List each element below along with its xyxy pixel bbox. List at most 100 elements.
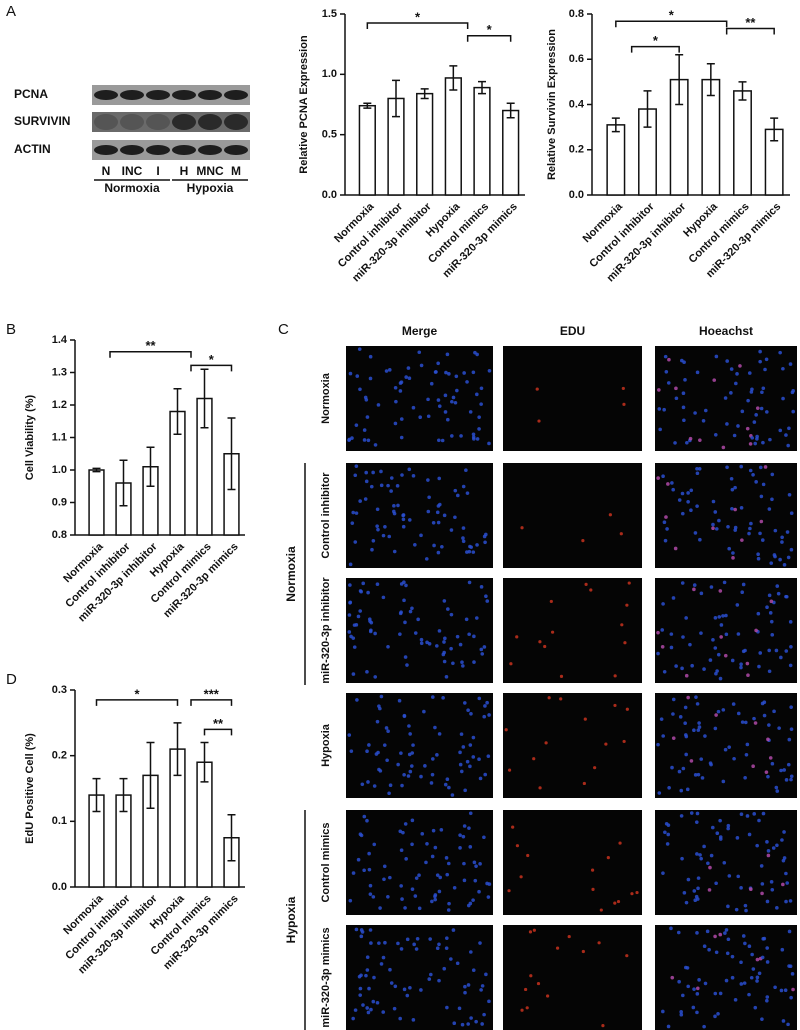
- cell-nucleus: [404, 583, 408, 588]
- cell-nucleus: [379, 962, 384, 966]
- cell-nucleus: [376, 403, 381, 407]
- cell-nucleus: [367, 851, 371, 856]
- cell-nucleus: [362, 868, 366, 873]
- cell-nucleus: [734, 907, 739, 912]
- cell-nucleus: [437, 438, 441, 443]
- cell-nucleus: [532, 928, 536, 932]
- cell-nucleus: [684, 616, 688, 620]
- cell-nucleus: [725, 465, 729, 470]
- cell-nucleus: [767, 669, 772, 674]
- cell-nucleus: [507, 768, 512, 772]
- cell-nucleus: [354, 511, 359, 515]
- cell-nucleus: [670, 975, 675, 980]
- cell-nucleus: [780, 540, 784, 544]
- cell-nucleus: [729, 476, 734, 481]
- cell-nucleus: [433, 894, 437, 899]
- y-tick-label: 1.5: [322, 8, 337, 20]
- cell-nucleus: [411, 743, 415, 747]
- cell-nucleus: [401, 524, 406, 529]
- cell-nucleus: [621, 386, 625, 391]
- cell-nucleus: [426, 414, 431, 419]
- cell-nucleus: [524, 987, 528, 992]
- cell-nucleus: [468, 845, 473, 849]
- cell-nucleus: [695, 702, 700, 706]
- cell-nucleus: [482, 835, 486, 840]
- cell-nucleus: [761, 440, 765, 445]
- cell-nucleus: [407, 376, 412, 380]
- cell-nucleus: [752, 716, 756, 721]
- cell-nucleus: [755, 843, 759, 848]
- cell-nucleus: [360, 782, 365, 787]
- cell-nucleus: [387, 791, 391, 796]
- cell-nucleus: [747, 992, 751, 997]
- cell-nucleus: [410, 842, 414, 847]
- cell-nucleus: [443, 410, 448, 414]
- cell-nucleus: [709, 853, 714, 858]
- cell-nucleus: [714, 881, 718, 886]
- cell-nucleus: [790, 390, 795, 395]
- bar: [733, 90, 752, 196]
- cell-nucleus: [473, 878, 478, 883]
- cell-nucleus: [665, 527, 669, 531]
- cell-nucleus: [627, 581, 631, 585]
- cell-nucleus: [746, 673, 750, 678]
- cell-nucleus: [434, 370, 438, 374]
- cell-nucleus: [364, 470, 368, 475]
- bar: [416, 92, 434, 196]
- cell-nucleus: [670, 481, 674, 485]
- cell-nucleus: [419, 641, 424, 646]
- cell-nucleus: [661, 602, 665, 606]
- cell-nucleus: [350, 521, 355, 525]
- cell-nucleus: [750, 952, 754, 957]
- cell-nucleus: [766, 853, 771, 858]
- blot-band: [120, 90, 144, 100]
- cell-nucleus: [509, 662, 513, 666]
- cell-nucleus: [400, 897, 404, 901]
- cell-nucleus: [348, 898, 353, 903]
- cell-nucleus: [462, 878, 467, 883]
- cell-nucleus: [347, 733, 352, 737]
- cell-nucleus: [768, 437, 772, 442]
- cell-nucleus: [623, 641, 627, 645]
- cell-nucleus: [739, 982, 744, 986]
- cell-nucleus: [714, 354, 719, 359]
- cell-nucleus: [433, 845, 438, 850]
- cell-nucleus: [373, 443, 378, 447]
- cell-nucleus: [435, 873, 440, 877]
- cell-nucleus: [384, 726, 389, 730]
- group-label: Hypoxia: [284, 896, 298, 943]
- cell-nucleus: [776, 591, 781, 596]
- cell-nucleus: [703, 408, 708, 413]
- cell-nucleus: [408, 769, 413, 774]
- significance-bracket: [366, 22, 469, 30]
- cell-nucleus: [435, 510, 440, 515]
- cell-nucleus: [760, 390, 764, 395]
- cell-nucleus: [385, 758, 389, 763]
- cell-nucleus: [599, 908, 603, 912]
- cell-nucleus: [763, 465, 768, 469]
- cell-nucleus: [442, 640, 446, 644]
- cell-nucleus: [382, 877, 386, 882]
- cell-nucleus: [656, 476, 660, 480]
- cell-nucleus: [543, 644, 547, 649]
- cell-nucleus: [693, 411, 697, 415]
- cell-nucleus: [787, 737, 792, 742]
- cell-nucleus: [462, 861, 466, 866]
- cell-nucleus: [478, 776, 483, 781]
- cell-nucleus: [408, 732, 412, 736]
- cell-nucleus: [760, 955, 765, 960]
- cell-nucleus: [680, 856, 684, 861]
- cell-nucleus: [411, 405, 416, 410]
- cell-nucleus: [784, 899, 788, 904]
- cell-nucleus: [759, 494, 764, 499]
- cell-nucleus: [383, 524, 387, 529]
- cell-nucleus: [789, 774, 794, 779]
- cell-nucleus: [747, 944, 752, 948]
- cell-nucleus: [759, 519, 764, 524]
- cell-nucleus: [750, 436, 755, 440]
- cell-nucleus: [713, 991, 718, 996]
- cell-nucleus: [689, 488, 694, 493]
- cell-nucleus: [419, 637, 424, 642]
- cell-nucleus: [462, 701, 467, 705]
- cell-nucleus: [357, 347, 362, 351]
